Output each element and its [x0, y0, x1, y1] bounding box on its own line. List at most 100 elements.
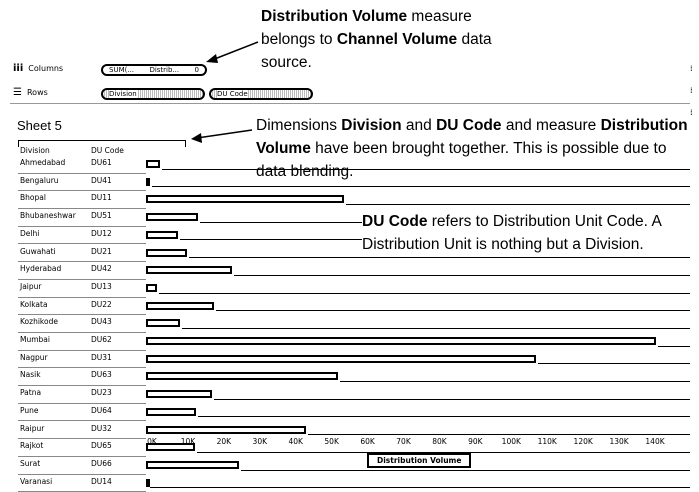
annotation-top-bold2: Channel Volume: [336, 31, 458, 48]
division-cell: Kolkata: [20, 299, 48, 309]
table-row[interactable]: Raipur DU32: [18, 422, 690, 440]
columns-pill-measure[interactable]: SUM(... Distrib... 0: [101, 64, 207, 76]
row-gridline: [150, 487, 690, 489]
rows-icon: ☰: [13, 86, 22, 98]
annotation-middle-text-i: data blending.: [256, 163, 354, 180]
bar-guwahati[interactable]: [146, 248, 188, 257]
du-code-cell: DU22: [91, 299, 112, 309]
columns-pill-text-right: 0: [194, 66, 199, 74]
rows-pill-du-code[interactable]: DU Code: [209, 88, 313, 100]
row-gridline: [307, 434, 690, 436]
x-tick-label: 110K: [537, 437, 557, 446]
table-row[interactable]: Ahmedabad DU61: [18, 156, 690, 174]
bar-nagpur[interactable]: [146, 354, 536, 363]
table-row[interactable]: Jaipur DU13: [18, 280, 690, 298]
du-code-cell: DU66: [91, 458, 112, 468]
du-code-cell: DU63: [91, 370, 112, 380]
x-tick-label: 40K: [288, 437, 303, 446]
division-cell: Mumbai: [20, 335, 50, 344]
x-tick-label: 70K: [396, 437, 411, 446]
row-divider: [18, 172, 146, 174]
row-gridline: [198, 416, 690, 418]
bar-surat[interactable]: [146, 460, 240, 469]
annotation-middle-bold-f: Distribution: [600, 117, 688, 134]
header-du-code[interactable]: DU Code: [91, 146, 124, 155]
division-cell: Surat: [20, 458, 41, 468]
bar-varanasi[interactable]: [146, 478, 150, 487]
annotation-top-bold1: Distribution Volume: [261, 8, 408, 25]
bar-ahmedabad[interactable]: [146, 160, 161, 168]
division-cell: Kozhikode: [20, 317, 58, 327]
bar-pune[interactable]: [146, 407, 197, 416]
table-row[interactable]: Pune DU64: [18, 404, 690, 422]
row-divider: [18, 367, 146, 369]
du-code-cell: DU64: [91, 405, 112, 415]
table-row[interactable]: Nagpur DU31: [18, 351, 690, 369]
bar-rajkot[interactable]: [146, 443, 195, 452]
x-tick-label: 120K: [573, 437, 593, 446]
table-row[interactable]: Patna DU23: [18, 386, 690, 404]
division-cell: Nagpur: [20, 352, 48, 362]
columns-shelf-label: iii Columns: [13, 63, 63, 73]
x-tick-label: 50K: [324, 437, 339, 446]
row-divider: [18, 455, 146, 457]
table-row[interactable]: Bhopal DU11: [18, 191, 690, 210]
x-axis-title[interactable]: Distribution Volume: [367, 453, 472, 468]
du-code-cell: DU13: [91, 281, 112, 291]
table-row[interactable]: Mumbai DU62: [18, 333, 690, 351]
x-tick-label: 100K: [501, 437, 521, 446]
table-row[interactable]: Kolkata DU22: [18, 298, 690, 316]
du-code-cell: DU14: [91, 476, 112, 486]
table-row[interactable]: Bengaluru DU41: [18, 174, 690, 192]
row-gridline: [189, 257, 690, 259]
division-cell: Patna: [20, 388, 42, 398]
rows-pill-division[interactable]: Division: [101, 88, 205, 100]
x-tick-label: 30K: [252, 437, 268, 446]
bar-mumbai[interactable]: [146, 337, 657, 345]
table-row[interactable]: Nasik DU63: [18, 368, 690, 387]
header-division[interactable]: Division: [20, 146, 50, 155]
table-row[interactable]: Surat DU66: [18, 457, 690, 475]
du-code-cell: DU21: [91, 246, 112, 256]
row-gridline: [658, 345, 690, 347]
table-row[interactable]: Guwahati DU21: [18, 245, 690, 263]
annotation-top-text1: measure: [407, 8, 472, 25]
bar-hyderabad[interactable]: [146, 266, 233, 275]
row-gridline: [345, 204, 690, 206]
annotation-right-text-b: refers to Distribution Unit Code. A: [427, 213, 662, 230]
table-row[interactable]: Kozhikode DU43: [18, 315, 690, 333]
row-divider: [18, 208, 146, 210]
table-row[interactable]: Varanasi DU14: [18, 475, 690, 492]
bar-delhi[interactable]: [146, 230, 179, 239]
table-row[interactable]: Rajkot DU65: [18, 439, 690, 457]
bar-kolkata[interactable]: [146, 301, 215, 310]
row-divider: [18, 438, 146, 440]
bar-jaipur[interactable]: [146, 283, 157, 292]
x-tick-label: 60K: [360, 437, 375, 446]
rows-pill-division-text: Division: [109, 90, 137, 98]
bar-bhopal[interactable]: [146, 195, 344, 204]
annotation-top-text3: data: [457, 31, 492, 48]
bar-bhubaneshwar[interactable]: [146, 213, 199, 222]
row-divider: [18, 331, 146, 333]
division-cell: Rajkot: [20, 441, 44, 451]
header-bracket: [18, 140, 186, 147]
row-gridline: [537, 363, 690, 365]
bar-raipur[interactable]: [146, 425, 306, 434]
du-code-cell: DU42: [91, 264, 112, 274]
row-divider: [18, 261, 146, 263]
bar-patna[interactable]: [146, 390, 213, 399]
table-row[interactable]: Hyderabad DU42: [18, 262, 690, 280]
arrow-top: [191, 41, 259, 143]
division-cell: Jaipur: [20, 281, 42, 291]
bar-kozhikode[interactable]: [146, 319, 181, 328]
du-code-cell: DU23: [91, 388, 112, 398]
du-code-cell: DU41: [91, 175, 112, 185]
du-code-cell: DU12: [91, 228, 112, 238]
bar-bengaluru[interactable]: [146, 177, 150, 186]
row-gridline: [216, 310, 690, 312]
row-gridline: [214, 398, 690, 400]
division-cell: Delhi: [20, 228, 40, 238]
bar-nasik[interactable]: [146, 372, 339, 381]
annotation-middle-bold-d: DU Code: [436, 117, 502, 134]
